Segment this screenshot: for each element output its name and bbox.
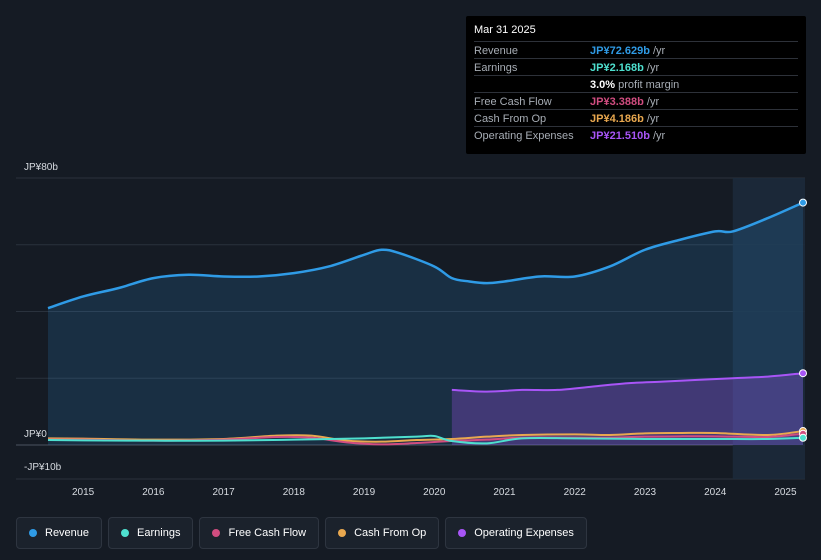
series-areas <box>48 202 803 445</box>
x-tick-label: 2016 <box>142 487 165 498</box>
opex-area <box>451 373 803 445</box>
legend-label: Operating Expenses <box>474 527 574 539</box>
legend-item-free-cash-flow[interactable]: Free Cash Flow <box>199 517 320 549</box>
earnings-line <box>47 434 804 445</box>
legend-label: Revenue <box>45 527 90 539</box>
legend-label: Free Cash Flow <box>228 527 307 539</box>
tooltip-row-label: Earnings <box>474 62 518 74</box>
tooltip-row-label: Free Cash Flow <box>474 96 552 108</box>
revenue-endpoint <box>799 198 807 207</box>
x-tick-label: 2017 <box>212 487 235 498</box>
x-tick-label: 2019 <box>353 487 376 498</box>
x-tick-label: 2020 <box>423 487 446 498</box>
y-axis-bottom-label: -JP¥10b <box>24 462 62 473</box>
x-tick-label: 2018 <box>283 487 306 498</box>
legend-dot-icon <box>29 529 37 537</box>
x-axis: 2015 2016 2017 2018 2019 2020 2021 2022 2023 2024… <box>72 487 797 498</box>
tooltip-row: Revenue JP¥72.629b /yr <box>474 41 798 59</box>
revenue-line <box>47 201 804 310</box>
series-endpoints <box>799 198 807 442</box>
tooltip-row-label: Cash From Op <box>474 113 547 125</box>
y-axis-top-label: JP¥80b <box>24 162 58 173</box>
legend-label: Cash From Op <box>354 527 427 539</box>
tooltip-row: Earnings JP¥2.168b /yr <box>474 58 798 76</box>
legend-item-operating-expenses[interactable]: Operating Expenses <box>445 517 587 549</box>
legend-dot-icon <box>121 529 130 537</box>
tooltip-date: Mar 31 2025 <box>474 24 536 36</box>
legend-item-cash-from-op[interactable]: Cash From Op <box>325 517 440 549</box>
tooltip-row: Operating Expenses JP¥21.510b /yr <box>474 126 798 144</box>
legend-dot-icon <box>338 529 347 537</box>
series-lines <box>47 201 804 446</box>
legend-item-earnings[interactable]: Earnings <box>108 517 194 549</box>
tooltip-panel: Mar 31 2025 Revenue JP¥72.629b /yr Earning… <box>466 16 806 154</box>
financial-history-chart: 2015 2016 2017 2018 2019 2020 2021 2022 2023 2024… <box>16 162 807 498</box>
x-tick-label: 2021 <box>493 487 516 498</box>
opex-endpoint <box>799 369 807 378</box>
legend-item-revenue[interactable]: Revenue <box>16 517 103 549</box>
tooltip-row-value: JP¥3.388b /yr <box>590 96 660 108</box>
tooltip-row: Cash From Op JP¥4.186b /yr <box>474 109 798 127</box>
tooltip-row-label: Operating Expenses <box>474 130 574 142</box>
earnings-endpoint <box>799 433 807 442</box>
x-tick-label: 2015 <box>72 487 95 498</box>
tooltip-row-value: 3.0% profit margin <box>590 79 680 91</box>
x-tick-label: 2022 <box>564 487 587 498</box>
x-tick-label: 2025 <box>774 487 797 498</box>
y-axis-zero-label: JP¥0 <box>24 429 47 440</box>
opex-line <box>451 372 804 393</box>
tooltip-row-value: JP¥72.629b /yr <box>590 45 666 57</box>
legend: Revenue Earnings Free Cash Flow Cash From O… <box>16 517 587 549</box>
tooltip-row-label: Revenue <box>474 45 519 57</box>
legend-label: Earnings <box>137 527 181 539</box>
x-tick-label: 2023 <box>634 487 657 498</box>
tooltip-row-value: JP¥21.510b /yr <box>590 130 666 142</box>
tooltip-row: 3.0% profit margin <box>474 75 798 93</box>
legend-dot-icon <box>212 529 221 537</box>
tooltip-row-value: JP¥4.186b /yr <box>590 113 660 125</box>
tooltip-row: Free Cash Flow JP¥3.388b /yr <box>474 92 798 110</box>
grid <box>16 177 805 480</box>
x-tick-label: 2024 <box>704 487 727 498</box>
legend-dot-icon <box>458 529 467 537</box>
tooltip-row-value: JP¥2.168b /yr <box>590 62 660 74</box>
